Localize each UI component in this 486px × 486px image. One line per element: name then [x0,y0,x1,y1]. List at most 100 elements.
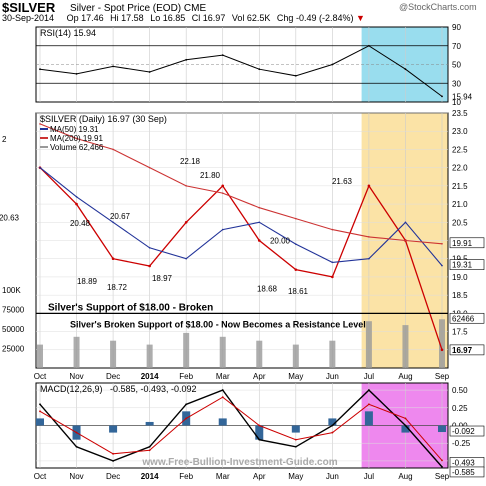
price-annotation: 18.89 [77,277,98,286]
price-annotation: 20.48 [70,219,91,228]
volume-bar [73,336,80,368]
x-axis-label-bottom: Apr [253,472,266,481]
price-value-box [449,259,485,270]
macd-histogram-bar [145,421,154,426]
ma200-point [368,236,370,238]
signal-point [368,403,370,406]
x-axis-label-bottom: May [288,472,303,481]
ma200-point [221,192,224,194]
macd-value-box [449,466,485,478]
summary-open-label: Op [66,13,79,23]
volume-bar [183,332,190,368]
x-axis-label-bottom: Mar [216,472,230,481]
macd-point [148,445,151,448]
stockcharts-watermark: @StockCharts.com [399,2,477,12]
ma50-point [368,257,370,260]
ma200-point [441,242,443,245]
x-axis-label: Oct [34,372,47,381]
signal-point [331,431,334,434]
summary-open: 17.46 [81,13,104,23]
volume-bar [402,325,409,368]
ma50-point [331,261,334,264]
support-annotation: Silver's Support of $18.00 - Broken [48,302,213,313]
price-annotation: 20.00 [270,237,291,246]
summary-high: 17.58 [121,13,144,23]
x-axis-label: Jul [364,372,374,381]
ma200-point [112,148,114,151]
price-point [111,257,115,261]
rsi-tick-label: 90 [452,23,461,32]
rsi-tick-label: 50 [452,61,461,70]
x-axis-label-bottom: 2014 [141,472,159,481]
price-tick-label: 19.0 [452,273,468,282]
summary-close: 16.97 [202,13,226,23]
rsi-point [75,72,78,75]
rsi-point [221,54,224,57]
x-axis-label-bottom: Sep [435,472,450,481]
macd-point [112,460,114,462]
price-value-label: 19.31 [452,261,473,270]
volume-bar [110,340,117,368]
macd-value-label: -0.585 [452,468,475,477]
price-annotation: 21.63 [332,177,353,186]
ma200-point [331,228,334,231]
volume-bar [329,340,336,368]
macd-point [39,403,41,406]
rsi-point [148,71,151,73]
price-point [184,220,188,224]
price-point [148,264,151,268]
ma200-point [39,123,41,125]
signal-point [148,449,151,452]
macd-value-label: -0.493 [452,458,475,467]
volume-bar [256,340,263,368]
ma200-point [258,206,261,209]
ma50-point [221,228,224,231]
macd-tick-label: 0.50 [452,386,468,395]
price-tick-label: 22.0 [452,164,468,173]
ma50-point [185,257,187,260]
x-axis-label: Nov [69,372,83,381]
macd-point [368,389,370,391]
ma200-point [148,166,151,169]
x-axis-label: Apr [253,372,266,381]
price-point [294,268,298,271]
ma200-point [295,217,297,220]
rsi-last-value: 15.94 [452,92,473,101]
rsi-tick-label: 70 [452,42,461,51]
macd-label: MACD(12,26,9) [40,384,103,394]
chart-symbol: $SILVER [2,0,56,15]
signal-point [75,431,78,434]
price-point [221,184,225,188]
x-axis-label-bottom: Aug [398,472,412,481]
macd-point [258,438,261,441]
x-axis-label: Feb [179,372,193,381]
x-axis-label: Dec [106,372,120,381]
signal-point [294,438,297,441]
signal-point [112,452,114,455]
price-left-mark: 2 [2,135,7,144]
price-summary: 30-Sep-2014 Op 17.46 Hi 17.58 Lo 16.85 C… [2,13,365,23]
summary-low-label: Lo [150,13,161,23]
ma200-point [75,137,78,140]
signal-point [185,417,188,420]
ma200-point [185,185,187,187]
price-value-box [449,312,485,324]
ma50-point [75,195,78,198]
price-value-label: 62466 [452,314,475,323]
summary-date: 30-Sep-2014 [2,13,55,23]
macd-tick-label: -0.25 [452,439,471,448]
macd-line [39,389,443,468]
macd-point [294,445,297,448]
ma200-line [39,123,443,245]
x-axis-label: May [288,372,303,381]
x-axis-label: Aug [398,372,412,381]
macd-point [221,389,224,391]
summary-volume: 62.5K [246,13,271,23]
macd-point [331,424,334,427]
price-tick-label: 19.5 [452,255,468,264]
rsi-label: RSI(14) 15.94 [40,28,96,38]
price-tick-label: 18.5 [452,291,468,300]
footer-watermark: www.Free-Bullion-Investment-Guide.com [141,457,337,468]
